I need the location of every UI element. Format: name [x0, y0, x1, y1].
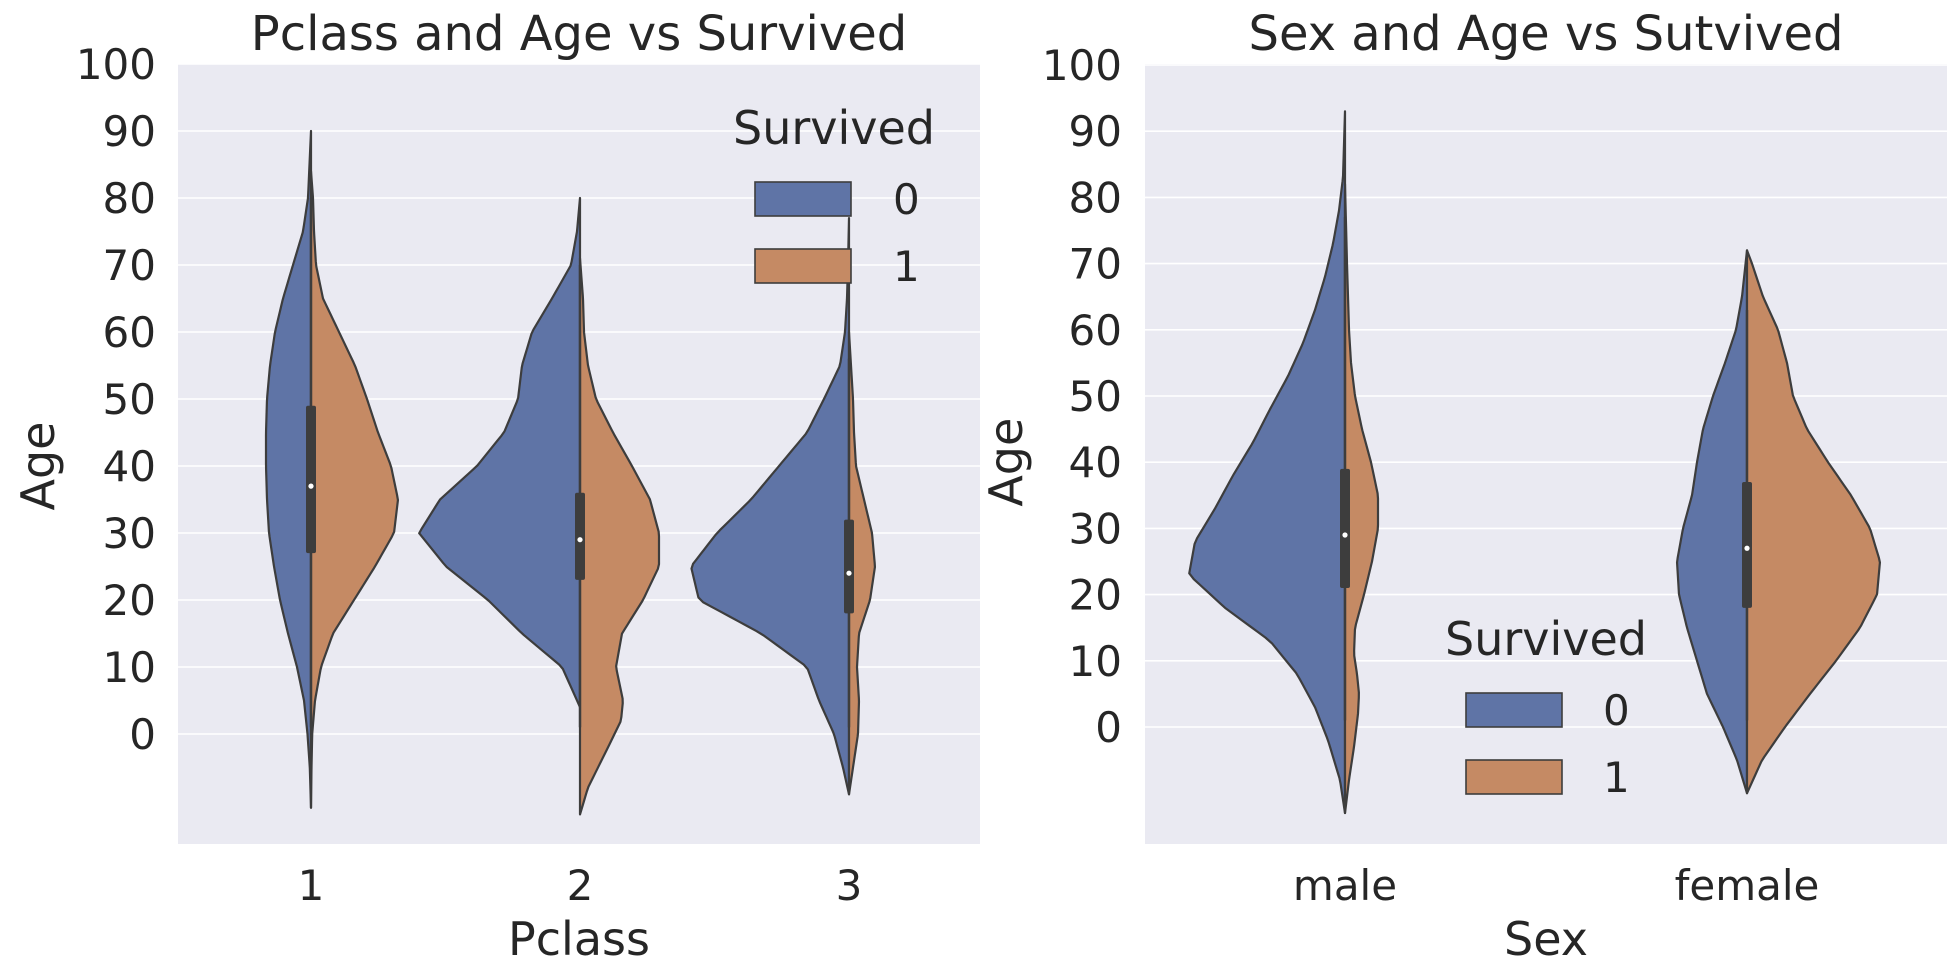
median-marker-2	[577, 537, 583, 543]
violins	[264, 129, 877, 816]
legend-title: Survived	[733, 101, 935, 155]
y-tick-label: 40	[103, 442, 156, 491]
legend-label-survived-1: 1	[893, 242, 920, 291]
y-tick-label: 0	[1095, 703, 1122, 752]
y-tick-label: 30	[1069, 504, 1122, 553]
violin-half-survived-1-3	[847, 330, 877, 796]
chart-title: Pclass and Age vs Survived	[251, 6, 907, 62]
y-tick-label: 30	[103, 509, 156, 558]
y-tick-label: 100	[1042, 41, 1122, 90]
median-marker-1	[308, 483, 314, 489]
chart-panel-pclass: Pclass and Age vs Survived Pclass Age 0 1…	[11, 6, 980, 966]
legend-label-survived-0: 0	[1603, 686, 1630, 735]
legend-title: Survived	[1445, 612, 1647, 666]
iqr-box-male	[1340, 468, 1350, 588]
y-tick-label: 50	[103, 375, 156, 424]
violin-half-survived-1-female	[1745, 249, 1882, 795]
violins	[1188, 110, 1882, 815]
iqr-box-female	[1742, 482, 1752, 608]
y-tick-label: 20	[1069, 571, 1122, 620]
y-tick-label: 60	[1069, 306, 1122, 355]
violin-half-survived-0-3	[690, 217, 851, 796]
y-tick-label: 70	[1069, 240, 1122, 289]
x-tick-label: female	[1675, 861, 1820, 910]
chart-panel-sex: Sex and Age vs Sutvived Sex Age 01020304…	[979, 6, 1947, 966]
legend-swatch-survived-1	[754, 248, 852, 284]
y-tick-label: 90	[103, 107, 156, 156]
x-axis-label: Pclass	[508, 912, 650, 966]
x-tick-labels: male female	[1293, 861, 1819, 910]
y-tick-label: 10	[1069, 637, 1122, 686]
legend: Survived 0 1	[1445, 612, 1647, 802]
x-tick-label: 3	[836, 861, 863, 910]
median-marker-female	[1744, 545, 1750, 551]
x-tick-label: 1	[298, 861, 325, 910]
legend: Survived 0 1	[733, 101, 935, 291]
x-axis-label: Sex	[1504, 912, 1588, 966]
median-marker-3	[846, 570, 852, 576]
x-tick-labels: 1 2 3	[298, 861, 863, 910]
iqr-box-2	[575, 492, 585, 580]
y-tick-label: 80	[1069, 173, 1122, 222]
y-tick-label: 100	[76, 40, 156, 89]
inner-boxes	[306, 198, 854, 728]
violin-half-survived-0-2	[418, 196, 582, 709]
y-tick-label: 80	[103, 174, 156, 223]
legend-label-survived-0: 0	[893, 175, 920, 224]
violin-half-survived-0-1	[264, 129, 313, 809]
y-tick-label: 90	[1069, 107, 1122, 156]
y-tick-label: 10	[103, 643, 156, 692]
violin-half-survived-1-2	[578, 257, 661, 816]
legend-swatch-survived-1	[1465, 759, 1563, 795]
violin-half-survived-1-male	[1343, 183, 1380, 815]
y-tick-label: 0	[129, 710, 156, 759]
iqr-box-1	[306, 405, 316, 554]
inner-boxes	[1340, 217, 1752, 721]
x-tick-label: male	[1293, 861, 1397, 910]
x-tick-label: 2	[567, 861, 594, 910]
iqr-box-3	[844, 519, 854, 614]
legend-swatch-survived-0	[1465, 692, 1563, 728]
median-marker-male	[1342, 532, 1348, 538]
y-axis-label: Age	[11, 422, 65, 511]
legend-swatch-survived-0	[754, 181, 852, 217]
y-tick-label: 60	[103, 308, 156, 357]
chart-title: Sex and Age vs Sutvived	[1248, 6, 1843, 62]
y-tick-labels: 0 10 20 30 40 50 60 70 80 90 100	[76, 40, 156, 759]
y-tick-label: 40	[1069, 438, 1122, 487]
legend-label-survived-1: 1	[1603, 753, 1630, 802]
violin-half-survived-0-female	[1675, 249, 1749, 795]
y-tick-label: 20	[103, 576, 156, 625]
y-tick-label: 50	[1069, 372, 1122, 421]
y-axis-label: Age	[979, 418, 1033, 507]
y-tick-label: 70	[103, 241, 156, 290]
violin-half-survived-1-1	[309, 170, 400, 809]
violin-half-survived-0-male	[1188, 110, 1347, 815]
y-tick-labels: 0 10 20 30 40 50 60 70 80 90 100	[1042, 41, 1122, 752]
